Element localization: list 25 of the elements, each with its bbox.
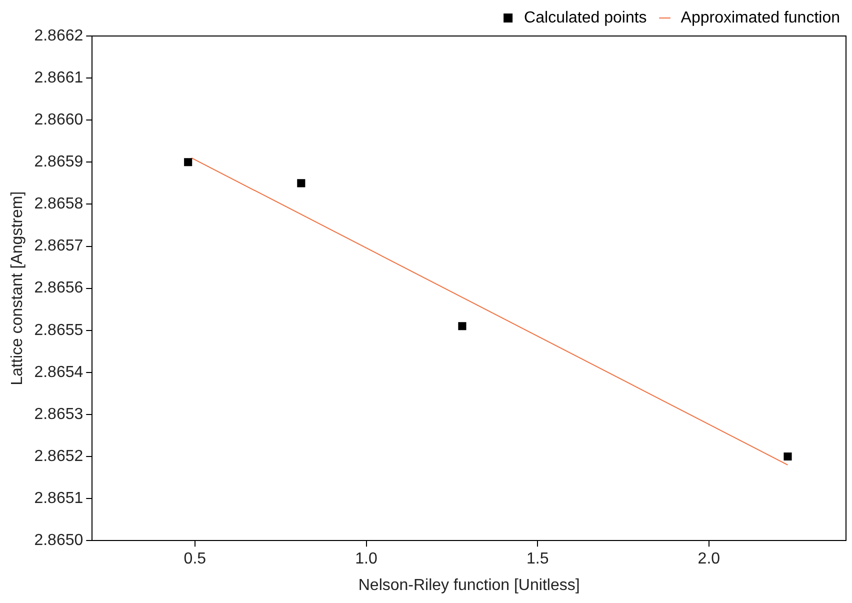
y-tick-label: 2.8656 [34, 280, 84, 297]
y-tick-label: 2.8653 [34, 406, 84, 423]
y-tick-label: 2.8661 [34, 69, 84, 86]
y-tick-label: 2.8650 [34, 532, 84, 550]
legend-label: Calculated points [524, 9, 647, 26]
y-tick-label: 2.8659 [34, 154, 84, 171]
x-tick-label: 0.5 [184, 550, 206, 568]
x-tick-label: 1.5 [526, 550, 549, 568]
x-axis-title: Nelson-Riley function [Unitless] [358, 576, 580, 594]
point [784, 452, 792, 461]
x-tick-label: 2.0 [698, 550, 720, 568]
y-tick-label: 2.8657 [34, 238, 84, 255]
point [458, 322, 466, 330]
point [184, 158, 192, 166]
y-tick-label: 2.8654 [34, 364, 84, 381]
y-tick-label: 2.8660 [34, 112, 84, 129]
y-tick-label: 2.8651 [34, 490, 84, 507]
y-tick-label: 2.8655 [34, 322, 84, 339]
y-tick-label: 2.8662 [34, 27, 84, 44]
point [297, 179, 306, 188]
y-tick-label: 2.8658 [34, 196, 84, 213]
x-tick-label: 1.0 [355, 550, 378, 568]
legend-label: Approximated function [680, 9, 840, 26]
y-tick-label: 2.8652 [34, 448, 84, 465]
y-axis-title: Lattice constant [Angstrem] [9, 191, 26, 386]
